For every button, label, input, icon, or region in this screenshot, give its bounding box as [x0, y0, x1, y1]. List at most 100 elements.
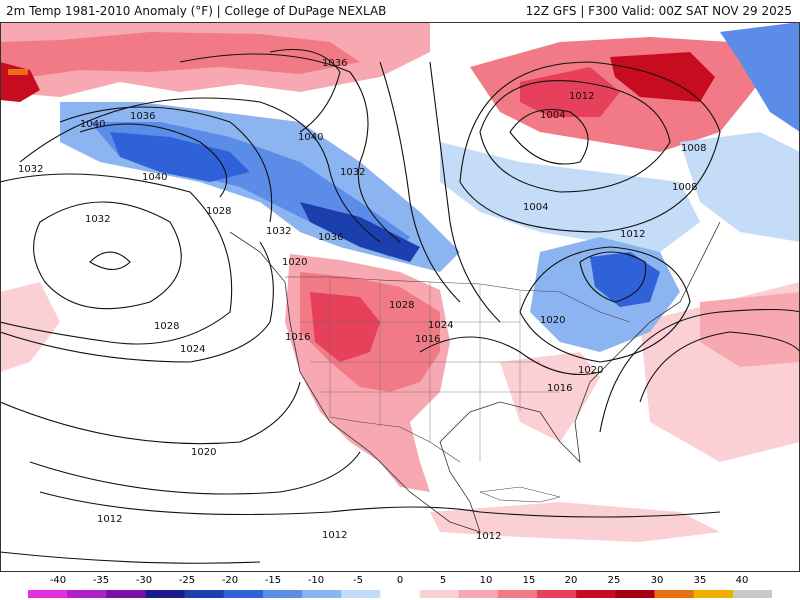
- isobar-label: 1008: [681, 143, 706, 154]
- scale-tick: -40: [49, 575, 67, 586]
- isobar-label: 1012: [97, 514, 122, 525]
- map-title: 2m Temp 1981-2010 Anomaly (°F) | College…: [6, 4, 387, 18]
- isobar-central-1024: [429, 61, 501, 323]
- isobar-canada-1032: [19, 97, 381, 243]
- anomaly-map: 1036 1040 1036 1032 1040 1028 1032 1040 …: [0, 22, 800, 572]
- isobar-label: 1012: [322, 530, 347, 541]
- cold-anomaly-greenland: [720, 22, 800, 132]
- cold-anomaly-central-canada: [440, 142, 700, 252]
- isobar-label: 1028: [154, 321, 179, 332]
- scale-tick: -20: [221, 575, 239, 586]
- isobar-label: 1036: [318, 232, 343, 243]
- cold-anomaly-rockies-core: [300, 202, 420, 262]
- colorbar-swatch: [341, 590, 381, 598]
- isobar-1028: [0, 173, 233, 345]
- scale-tick: -10: [307, 575, 325, 586]
- isobar-high-pacific-1032: [33, 201, 182, 310]
- warm-anomaly-pacific: [0, 282, 60, 372]
- isobar-great-lakes-1020: [519, 246, 691, 363]
- warm-anomaly-hudson-core: [520, 67, 620, 117]
- model-run-info: 12Z GFS | F300 Valid: 00Z SAT NOV 29 202…: [525, 4, 792, 18]
- isobar-label: 1032: [85, 214, 110, 225]
- isobar-atlantic-high: [639, 331, 800, 403]
- isobar-central-1028: [379, 61, 461, 303]
- isobar-label: 1016: [285, 332, 310, 343]
- isobar-label: 1020: [282, 257, 307, 268]
- isobar-label: 1036: [322, 58, 347, 69]
- isobar-low-1012: [459, 61, 721, 233]
- isobar-label: 1012: [476, 531, 501, 542]
- scale-tick: -30: [135, 575, 153, 586]
- scale-tick: 15: [522, 575, 536, 586]
- isobar-central-1016: [419, 336, 601, 375]
- colorbar-swatch: [732, 590, 772, 598]
- scale-tick: 40: [735, 575, 749, 586]
- colorbar-swatch: [302, 590, 342, 598]
- isobar-alaska-1040: [79, 123, 228, 198]
- isobar-label: 1020: [191, 447, 216, 458]
- warm-anomaly-caribbean: [430, 502, 720, 542]
- scale-tick: 20: [564, 575, 578, 586]
- warm-anomaly-arctic-core: [0, 32, 360, 77]
- colorbar-swatch: [28, 590, 68, 598]
- colorbar-swatch: [576, 590, 616, 598]
- isobar-label: 1020: [540, 315, 565, 326]
- cold-anomaly-alaska-core: [110, 132, 250, 182]
- colorbar-swatch: [537, 590, 577, 598]
- scale-tick: 35: [693, 575, 707, 586]
- map-frame: [0, 22, 800, 572]
- colorbar-swatch: [223, 590, 264, 598]
- isobar-label: 1028: [389, 300, 414, 311]
- scale-tick: 30: [650, 575, 664, 586]
- isobar-label: 1012: [569, 91, 594, 102]
- colorbar-swatch: [419, 590, 460, 598]
- isobar-low-hudson-1008: [479, 80, 671, 193]
- us-mexico-border: [329, 416, 461, 463]
- isobar-label: 1016: [415, 334, 440, 345]
- scale-tick: 10: [479, 575, 493, 586]
- isobar-1008: [0, 551, 261, 564]
- isobar-canada-1040-north: [269, 49, 341, 133]
- isobar-label: 1024: [428, 320, 453, 331]
- isobar-atlantic-high-outer: [599, 308, 800, 433]
- colorbar-swatch: [106, 590, 146, 598]
- colorbar-swatch: [615, 590, 656, 598]
- colorbar: [28, 590, 772, 598]
- warm-anomaly-west-us-peak: [310, 292, 380, 362]
- isobar-label: 1028: [206, 206, 231, 217]
- isobar-label: 1012: [620, 229, 645, 240]
- isobar-canada-1036-north: [179, 53, 401, 243]
- warm-anomaly-atlantic-core: [700, 292, 800, 367]
- isobar-label-group: 1036 1040 1036 1032 1040 1028 1032 1040 …: [18, 58, 706, 542]
- isobar-label: 1004: [523, 202, 548, 213]
- scale-tick: -5: [353, 575, 363, 586]
- isobar-label: 1016: [547, 383, 572, 394]
- isobar-1020: [0, 381, 301, 445]
- colorbar-swatch: [458, 590, 499, 598]
- colorbar-swatch: [145, 590, 186, 598]
- isobar-label: 1032: [266, 226, 291, 237]
- isobar-label: 1036: [130, 111, 155, 122]
- isobar-high-pacific-inner: [89, 251, 131, 271]
- isobar-1012: [39, 491, 721, 518]
- colorbar-swatch: [654, 590, 695, 598]
- isobar-label: 1032: [18, 164, 43, 175]
- color-scale: -40 -35 -30 -25 -20 -15 -10 -5 0 5 10 15…: [0, 572, 800, 600]
- scale-tick: -15: [264, 575, 282, 586]
- colorbar-swatch: [380, 590, 421, 598]
- isobar-1024: [0, 241, 274, 363]
- isobar-alaska-1036: [59, 106, 273, 223]
- scale-tick: -35: [92, 575, 110, 586]
- colorbar-swatch: [497, 590, 538, 598]
- isobar-low-hudson: [509, 108, 589, 165]
- colorbar-swatch: [262, 590, 303, 598]
- cold-anomaly-east-canada: [680, 132, 800, 242]
- isobar-label: 1020: [578, 365, 603, 376]
- scale-tick: 0: [396, 575, 404, 586]
- north-america-outline: [229, 221, 721, 533]
- scale-tick: -25: [178, 575, 196, 586]
- isobar-label: 1040: [80, 119, 105, 130]
- isobar-great-lakes-low: [579, 251, 647, 303]
- scale-tick: 25: [607, 575, 621, 586]
- cold-anomaly-great-lakes-core: [590, 252, 660, 307]
